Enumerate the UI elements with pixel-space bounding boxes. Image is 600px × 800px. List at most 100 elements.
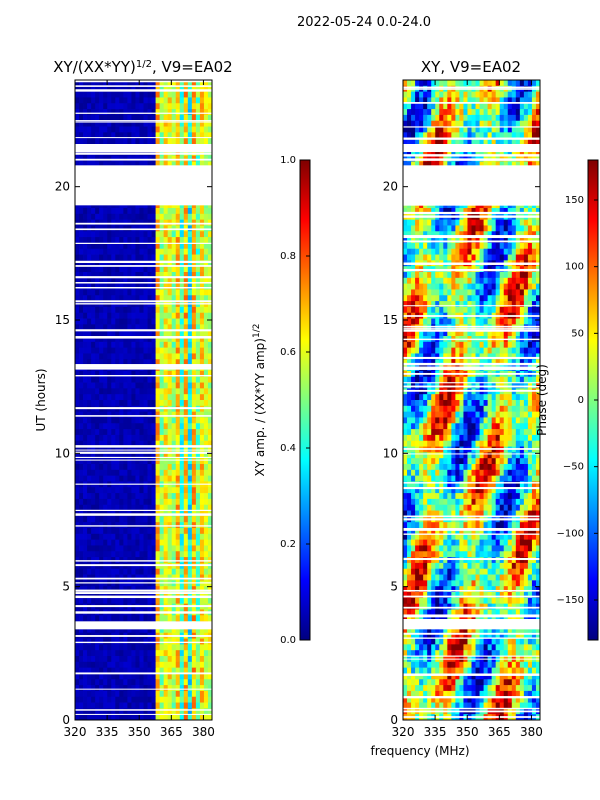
heatmap-cell — [507, 138, 513, 145]
heatmap-cell — [99, 638, 104, 645]
heatmap-cell — [115, 498, 120, 506]
heatmap-cell — [183, 673, 189, 680]
heatmap-cell — [179, 80, 185, 87]
heatmap-cell — [95, 97, 100, 104]
heatmap-cell — [75, 650, 80, 657]
heatmap-cell — [115, 138, 120, 145]
heatmap-cell — [459, 225, 464, 232]
heatmap-cell — [131, 347, 136, 354]
heatmap-cell — [203, 272, 209, 279]
heatmap-cell — [107, 498, 112, 506]
heatmap-cell — [423, 161, 428, 168]
heatmap-cell — [195, 85, 201, 93]
heatmap-cell — [95, 685, 100, 692]
heatmap-cell — [75, 661, 80, 669]
heatmap-cell — [155, 702, 161, 709]
heatmap-cell — [91, 673, 96, 680]
heatmap-cell — [107, 295, 112, 302]
heatmap-cell — [443, 149, 448, 157]
heatmap-cell — [131, 423, 136, 430]
heatmap-cell — [139, 702, 144, 709]
heatmap-cell — [87, 440, 92, 447]
heatmap-cell — [495, 161, 501, 168]
heatmap-cell — [183, 685, 189, 692]
heatmap-cell — [199, 545, 205, 552]
heatmap-cell — [195, 592, 201, 599]
heatmap-cell — [135, 376, 140, 383]
heatmap-cell — [103, 498, 108, 506]
heatmap-cell — [119, 423, 124, 430]
heatmap-cell — [103, 283, 108, 290]
heatmap-cell — [143, 475, 148, 482]
heatmap-cell — [111, 126, 116, 133]
heatmap-cell — [527, 103, 533, 110]
heatmap-cell — [135, 353, 140, 360]
heatmap-cell — [87, 155, 92, 162]
heatmap-cell — [179, 394, 185, 401]
heatmap-cell — [75, 679, 80, 686]
heatmap-cell — [507, 80, 513, 87]
heatmap-cell — [163, 597, 169, 605]
heatmap-cell — [91, 341, 96, 349]
heatmap-cell — [135, 277, 140, 285]
heatmap-cell — [195, 487, 201, 494]
scan-gap-line — [75, 577, 212, 580]
amplitude-colorbar-ticks: 0.00.20.40.60.81.0 — [280, 155, 310, 646]
heatmap-cell — [87, 597, 92, 605]
heatmap-cell — [115, 324, 120, 331]
heatmap-cell — [199, 155, 205, 162]
heatmap-cell — [103, 650, 108, 657]
heatmap-cell — [163, 400, 169, 407]
heatmap-cell — [119, 469, 124, 477]
heatmap-cell — [199, 690, 205, 698]
heatmap-cell — [115, 516, 120, 523]
heatmap-cell — [155, 597, 161, 605]
heatmap-cell — [115, 679, 120, 686]
heatmap-cell — [127, 656, 132, 663]
heatmap-cell — [107, 690, 112, 698]
heatmap-cell — [87, 475, 92, 482]
heatmap-cell — [123, 452, 128, 459]
heatmap-cell — [91, 714, 96, 720]
heatmap-cell — [207, 487, 212, 494]
heatmap-cell — [187, 80, 193, 87]
heatmap-cell — [531, 132, 537, 139]
heatmap-cell — [127, 458, 132, 465]
heatmap-cell — [195, 434, 201, 442]
heatmap-cell — [115, 661, 120, 669]
heatmap-cell — [415, 242, 420, 250]
heatmap-cell — [99, 656, 104, 663]
heatmap-cell — [439, 120, 444, 127]
panel-phase-title: XY, V9=EA02 — [421, 58, 521, 76]
heatmap-cell — [115, 347, 120, 354]
heatmap-cell — [171, 586, 177, 593]
heatmap-cell — [463, 208, 468, 215]
heatmap-cell — [135, 638, 140, 645]
heatmap-cell — [471, 231, 476, 238]
heatmap-cell — [163, 318, 169, 325]
heatmap-cell — [187, 370, 193, 378]
heatmap-cell — [127, 551, 132, 558]
heatmap-cell — [135, 324, 140, 331]
heatmap-cell — [199, 231, 205, 238]
heatmap-cell — [407, 161, 412, 168]
heatmap-cell — [103, 347, 108, 354]
heatmap-cell — [103, 376, 108, 383]
heatmap-cell — [135, 382, 140, 389]
heatmap-cell — [127, 452, 132, 459]
heatmap-cell — [179, 667, 185, 674]
heatmap-cell — [135, 394, 140, 401]
heatmap-cell — [91, 260, 96, 267]
heatmap-cell — [435, 242, 440, 250]
heatmap-cell — [447, 132, 452, 139]
heatmap-cell — [519, 149, 525, 157]
heatmap-cell — [91, 370, 96, 378]
heatmap-cell — [455, 219, 460, 226]
heatmap-cell — [111, 673, 116, 680]
heatmap-cell — [503, 120, 509, 127]
heatmap-cell — [155, 661, 161, 669]
heatmap-cell — [95, 80, 100, 87]
heatmap-cell — [191, 318, 197, 325]
heatmap-cell — [163, 498, 169, 506]
heatmap-cell — [207, 277, 212, 285]
